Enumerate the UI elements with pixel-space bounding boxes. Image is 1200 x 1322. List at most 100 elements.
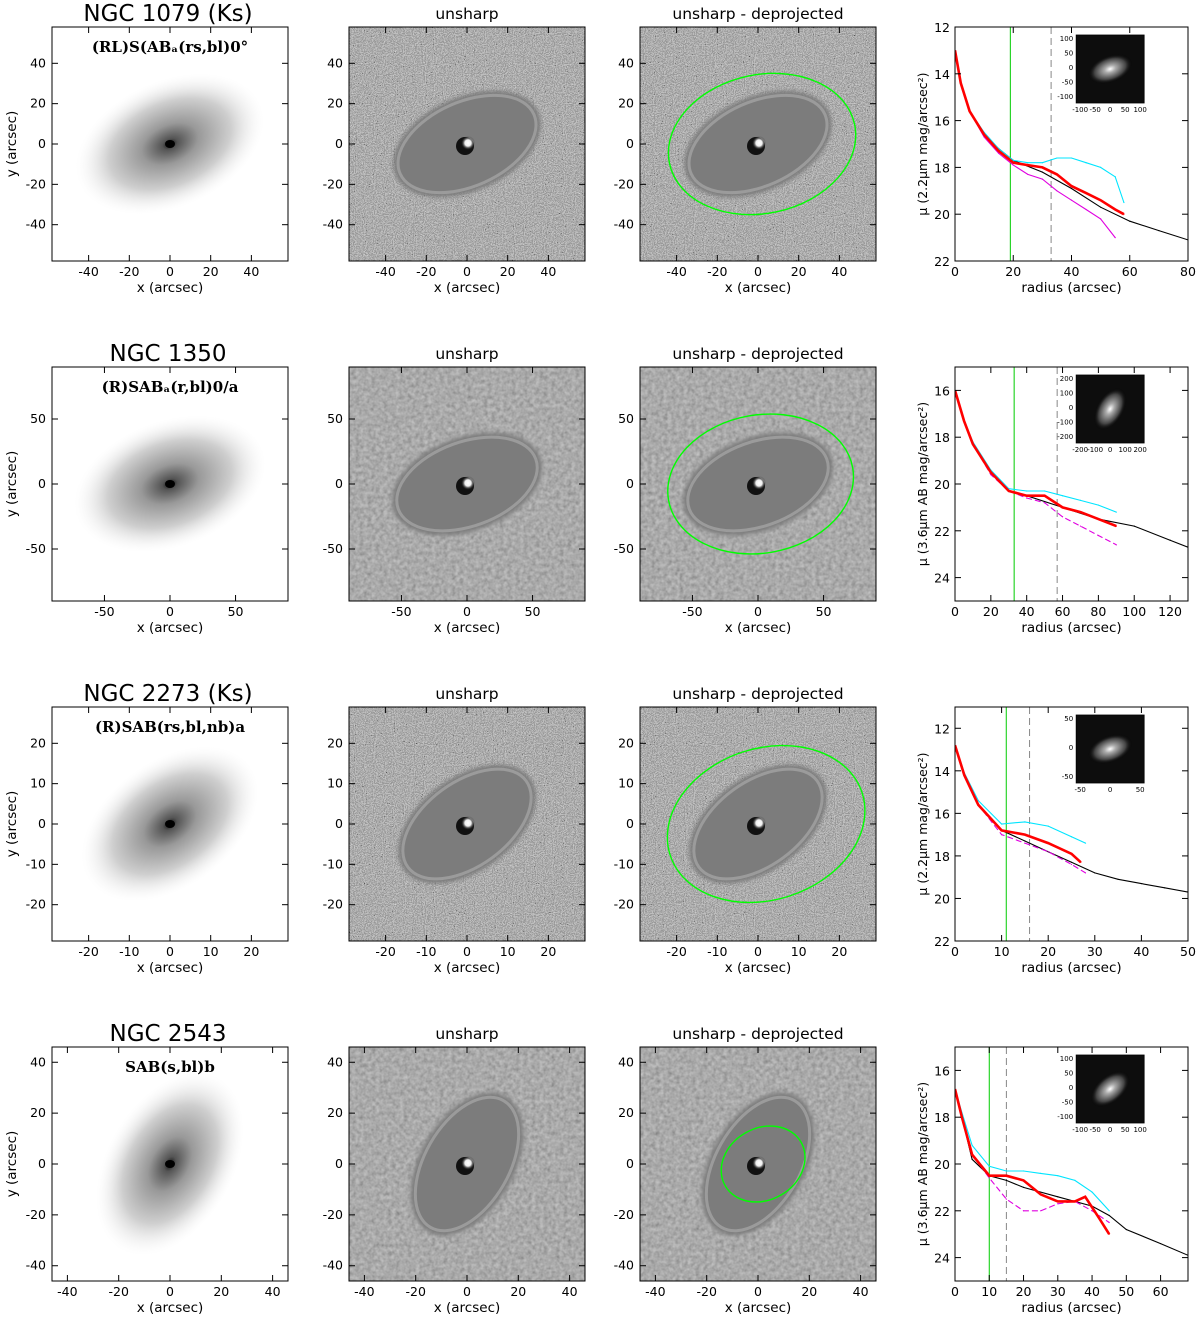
profile-point <box>1024 821 1026 823</box>
profile-point <box>968 110 971 112</box>
profile-point <box>1056 157 1058 159</box>
y-tick-label: 14 <box>934 764 950 779</box>
inset-x-tick-label: -100 <box>1072 1126 1088 1134</box>
inset-x-tick-label: 100 <box>1133 1126 1146 1134</box>
profile-point <box>971 1144 973 1146</box>
profile-point <box>1114 176 1116 178</box>
y-tick-label: 20 <box>30 735 46 750</box>
profile-point <box>1169 539 1171 541</box>
profile-point <box>1057 1200 1059 1203</box>
inset-x-tick-label: 0 <box>1108 446 1112 454</box>
inset-y-tick-label: -50 <box>1062 79 1073 87</box>
red-profile-line <box>955 744 1082 864</box>
y-tick-label: -40 <box>323 217 343 232</box>
y-tick-label: 22 <box>934 934 950 949</box>
bar-ellipse <box>720 1125 806 1203</box>
x-tick-label: 50 <box>816 604 832 619</box>
y-tick-label: 24 <box>934 1251 950 1266</box>
x-tick-label: 20 <box>1016 1284 1032 1299</box>
profile-point <box>963 420 965 422</box>
profile-point <box>1085 208 1087 211</box>
profile-frame <box>954 706 1189 942</box>
x-axis-label: x (arcsec) <box>725 620 792 636</box>
core-highlight <box>461 816 475 830</box>
x-tick-label: 40 <box>1064 264 1080 279</box>
profile-point <box>1001 829 1003 831</box>
x-tick-label: 0 <box>463 944 471 959</box>
profile-point <box>998 150 1000 152</box>
inset-x-tick-label: -50 <box>1074 786 1085 794</box>
panel-title: unsharp <box>435 5 498 23</box>
profile-point <box>1084 1196 1086 1198</box>
x-tick-label: -50 <box>391 604 411 619</box>
inset-x-tick-label: 0 <box>1108 1126 1112 1134</box>
galaxy-image-panel: -40 -40 -20 -20 0 0 20 20 40 40 x (arcsec) y (arcse… <box>4 1 289 296</box>
x-tick-label: 80 <box>1180 264 1196 279</box>
x-axis-label: radius (arcsec) <box>1021 620 1121 636</box>
y-tick-label: 14 <box>934 67 950 82</box>
inset-galaxy <box>1087 53 1133 85</box>
bar-ellipse <box>666 744 866 904</box>
x-tick-label: 20 <box>243 944 259 959</box>
x-tick-label: 40 <box>562 1284 578 1299</box>
profile-point <box>1005 1170 1007 1172</box>
x-tick-label: -40 <box>354 1284 374 1299</box>
x-axis-label: x (arcsec) <box>137 620 204 636</box>
x-tick-label: -20 <box>696 1284 716 1299</box>
x-tick-label: -50 <box>94 604 114 619</box>
y-tick-label: 20 <box>934 1157 950 1172</box>
y-tick-label: 40 <box>327 1054 343 1069</box>
inset-x-tick-label: -50 <box>1089 1126 1100 1134</box>
profile-panel: -50 0 50 50 0 -50 0 10 20 30 40 50 12 14 16 18 20 22 radiu… <box>915 706 1196 976</box>
x-axis-label: x (arcsec) <box>434 960 501 976</box>
profile-point <box>1074 1179 1076 1181</box>
inset-frame <box>1075 34 1145 104</box>
inset-x-tick-label: 200 <box>1133 446 1146 454</box>
x-tick-label: 50 <box>1180 944 1196 959</box>
magenta-profile-line <box>955 745 1086 874</box>
y-tick-label: 12 <box>934 721 950 736</box>
profile-point <box>1070 861 1073 863</box>
x-tick-label: -40 <box>57 1284 77 1299</box>
y-tick-label: 16 <box>934 806 950 821</box>
x-tick-label: 0 <box>166 264 174 279</box>
panel-title: unsharp <box>435 345 498 363</box>
x-tick-label: 0 <box>463 264 471 279</box>
profile-point <box>1158 229 1160 232</box>
x-axis-label: x (arcsec) <box>434 620 501 636</box>
profile-point <box>1070 836 1073 838</box>
profile-point <box>1097 518 1099 520</box>
profile-point <box>1108 1210 1110 1212</box>
x-tick-label: 40 <box>831 264 847 279</box>
x-tick-label: -20 <box>375 944 395 959</box>
galaxy-image-panel: -20 -20 -10 -10 0 0 10 10 20 20 x (arcsec) y (arcse… <box>4 681 289 976</box>
galaxy-classification: SAB(s,bl)b <box>125 1058 215 1076</box>
x-tick-label: 40 <box>1084 1284 1100 1299</box>
y-tick-label: 18 <box>934 849 950 864</box>
y-tick-label: 20 <box>934 891 950 906</box>
profile-point <box>1084 872 1087 874</box>
profile-point <box>1041 178 1043 180</box>
profile-point <box>1117 878 1119 880</box>
x-tick-label: -20 <box>119 264 139 279</box>
y-tick-label: 40 <box>30 1054 46 1069</box>
profile-point <box>1080 861 1082 863</box>
y-axis-label: μ (3.6μm AB mag/arcsec²) <box>915 402 930 566</box>
profile-point <box>1012 159 1014 161</box>
galaxy-row: -50 -50 0 0 50 50 x (arcsec) y (arcsec) NGC 1350… <box>4 341 1189 636</box>
profile-point <box>1079 525 1082 527</box>
profile-point <box>1070 863 1073 866</box>
y-tick-label: 20 <box>618 1105 634 1120</box>
x-tick-label: -20 <box>707 264 727 279</box>
x-tick-label: 20 <box>831 944 847 959</box>
profile-point <box>1074 1200 1076 1203</box>
y-tick-label: -20 <box>26 1207 46 1222</box>
profile-point <box>1091 1191 1093 1193</box>
x-tick-label: 100 <box>1122 604 1146 619</box>
x-axis-label: x (arcsec) <box>434 1300 501 1316</box>
profile-point <box>1012 164 1014 166</box>
profile-point <box>1012 162 1014 164</box>
y-tick-label: 16 <box>934 114 950 129</box>
profile-point <box>1056 190 1058 192</box>
